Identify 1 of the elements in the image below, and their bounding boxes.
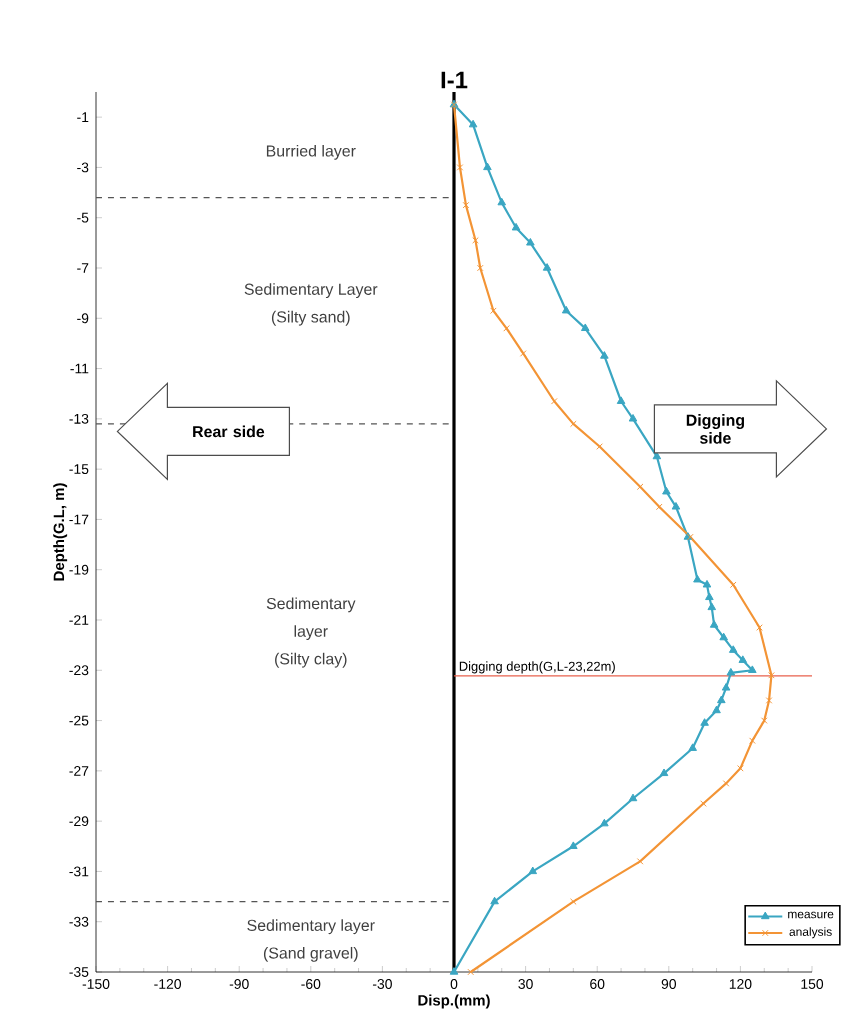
chart-title: I-1 bbox=[441, 71, 468, 89]
